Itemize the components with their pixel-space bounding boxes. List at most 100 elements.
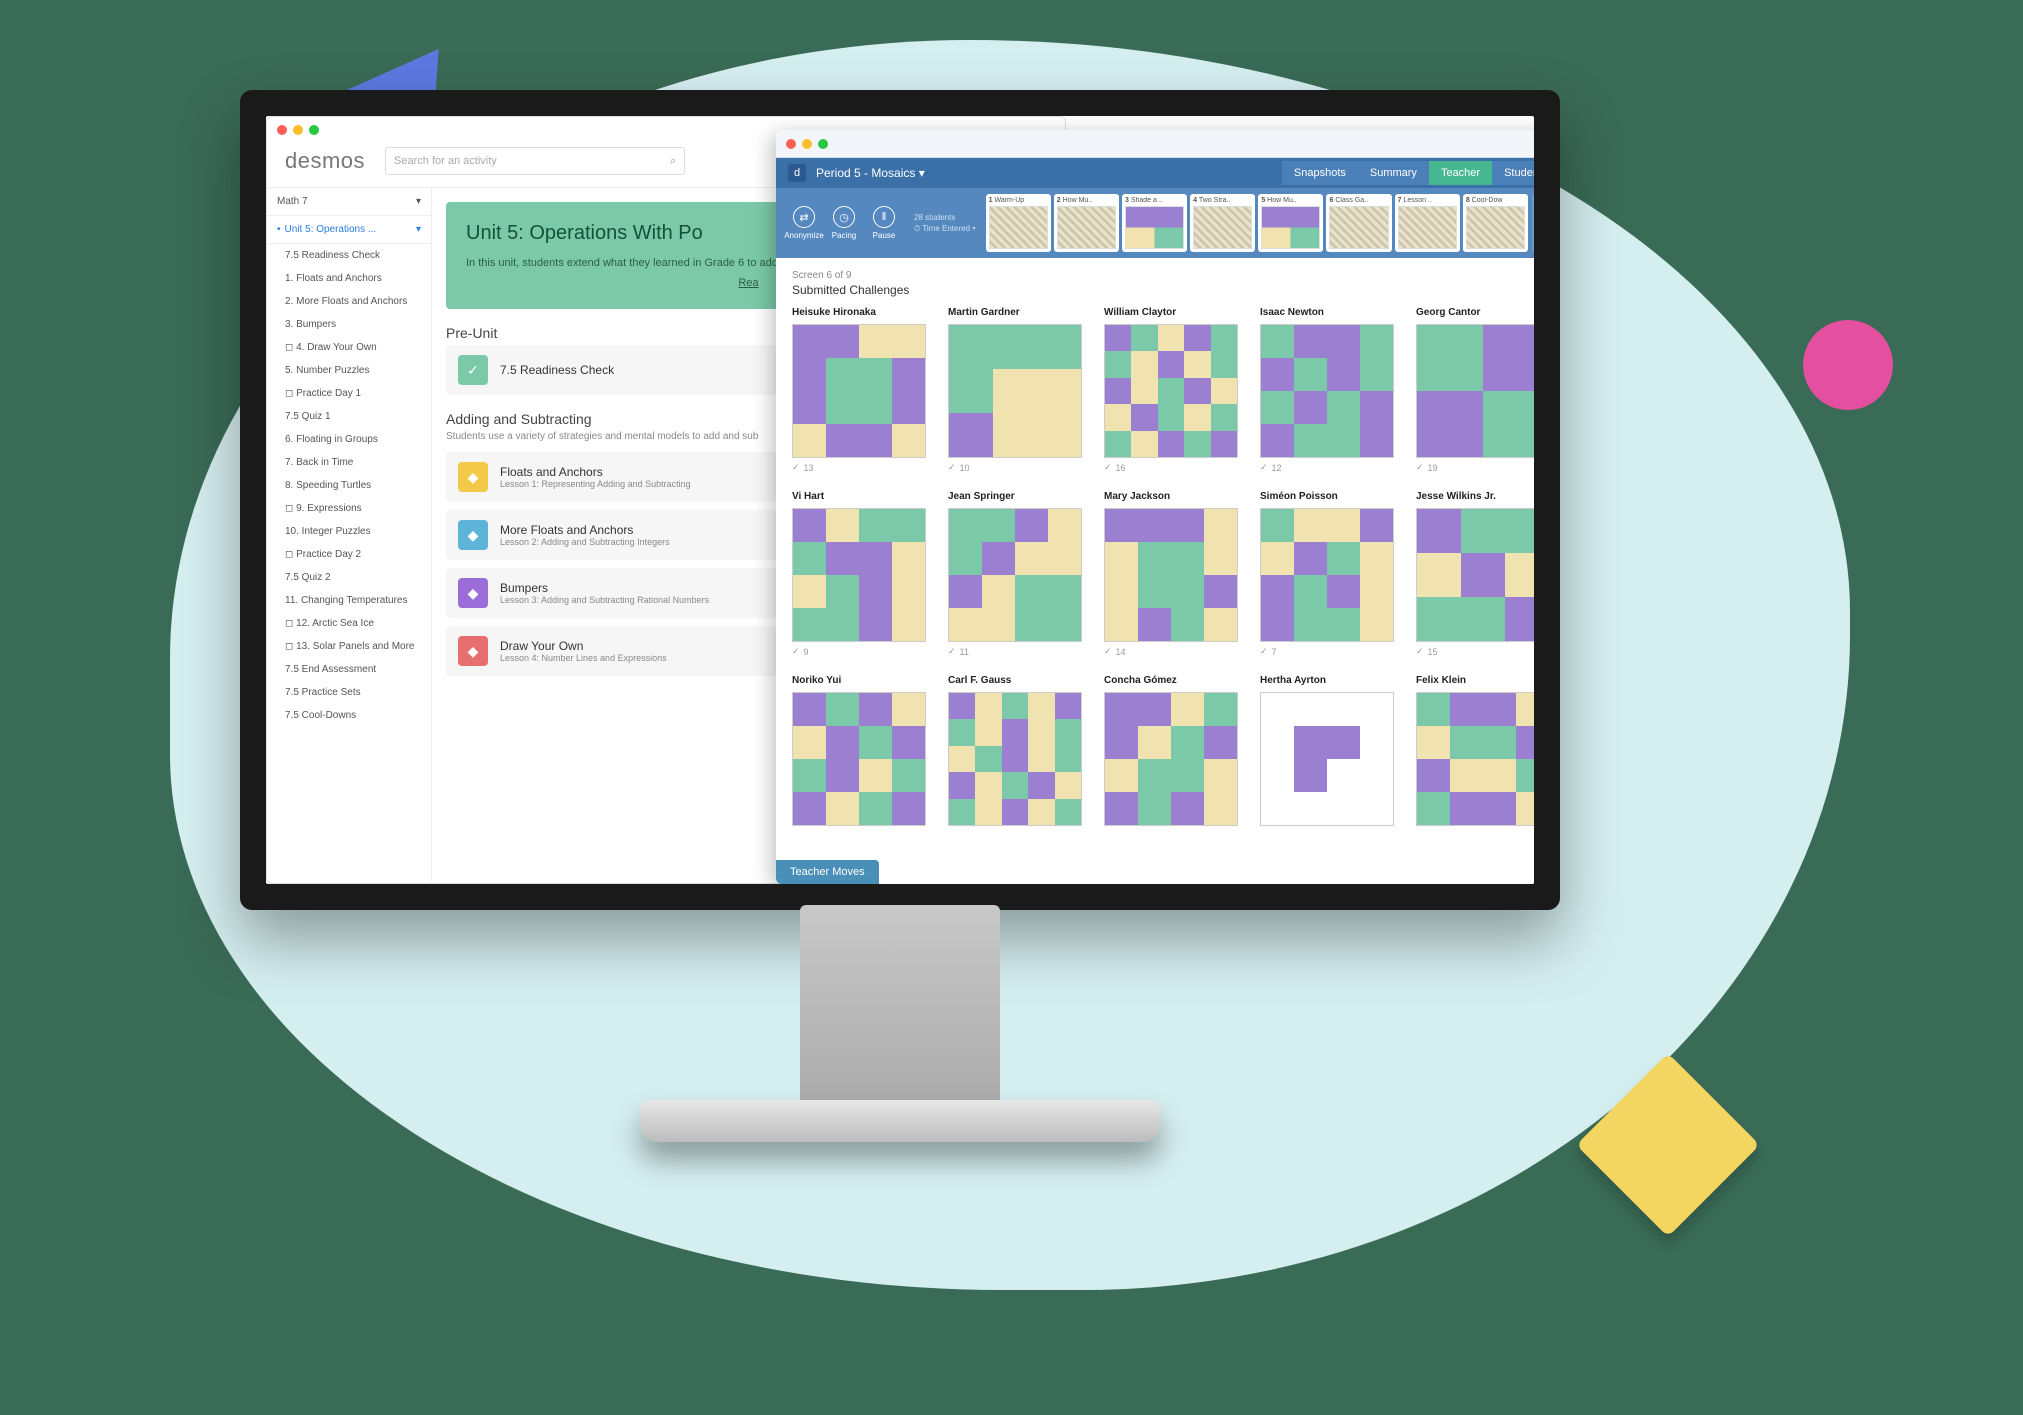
student-name: Jesse Wilkins Jr. (1416, 491, 1534, 502)
sidebar-item[interactable]: ◻ 9. Expressions (267, 497, 431, 520)
sidebar-item[interactable]: 7.5 Practice Sets (267, 681, 431, 704)
mosaic (948, 692, 1082, 826)
teacher-moves-button[interactable]: Teacher Moves (776, 860, 879, 884)
window-controls[interactable] (786, 139, 828, 149)
next-slide-button[interactable]: › (1532, 194, 1534, 252)
student-card[interactable]: Isaac Newton12 (1260, 307, 1394, 473)
submitted-heading: Submitted Challenges (792, 283, 1534, 297)
check-icon: ✓ (458, 355, 488, 385)
slide-thumb[interactable]: 5 How Mu.. (1258, 194, 1323, 252)
pause-button[interactable]: ‖Pause (864, 194, 904, 252)
view-tabs: SnapshotsSummaryTeacherStudent (1282, 161, 1534, 185)
student-card[interactable]: Georg Cantor 19 (1416, 307, 1534, 473)
sidebar-item[interactable]: ◻ 4. Draw Your Own (267, 336, 431, 359)
sidebar-item[interactable]: 6. Floating in Groups (267, 428, 431, 451)
slide-thumb[interactable]: 3 Shade a .. (1122, 194, 1187, 252)
student-card[interactable]: Vi Hart9 (792, 491, 926, 657)
student-name: Hertha Ayrton (1260, 675, 1394, 686)
student-card[interactable]: Jean Springer11 (948, 491, 1082, 657)
sidebar-item[interactable]: 7.5 Quiz 1 (267, 405, 431, 428)
slide-thumbnails: 1 Warm-Up2 How Mu..3 Shade a ..4 Two Str… (986, 194, 1528, 252)
sidebar-item[interactable]: 11. Changing Temperatures (267, 589, 431, 612)
slide-thumb[interactable]: 4 Two Stra.. (1190, 194, 1255, 252)
pacing-button[interactable]: ◷Pacing (824, 194, 864, 252)
student-name: Felix Klein (1416, 675, 1534, 686)
tab-teacher[interactable]: Teacher (1429, 161, 1492, 185)
vote-count: 19 (1416, 462, 1534, 473)
tab-student[interactable]: Student (1492, 161, 1534, 185)
sidebar-item[interactable]: ◻ 12. Arctic Sea Ice (267, 612, 431, 635)
active-unit[interactable]: Unit 5: Operations ...▾ (267, 216, 431, 244)
monitor-stand-neck (800, 905, 1000, 1125)
student-name: William Claytor (1104, 307, 1238, 318)
mosaic (1260, 324, 1394, 458)
student-card[interactable]: Carl F. Gauss (948, 675, 1082, 826)
slide-thumb[interactable]: 2 How Mu.. (1054, 194, 1119, 252)
slide-thumb[interactable]: 6 Class Ga.. (1326, 194, 1391, 252)
sidebar-item[interactable]: ◻ Practice Day 1 (267, 382, 431, 405)
student-name: Carl F. Gauss (948, 675, 1082, 686)
screen: desmos Search for an activity ⌕ Math 7▾ … (266, 116, 1534, 884)
vote-count: 7 (1260, 646, 1394, 657)
mosaic (792, 508, 926, 642)
student-card[interactable]: Siméon Poisson 7 (1260, 491, 1394, 657)
mosaic (948, 324, 1082, 458)
slide-thumb[interactable]: 8 Cool-Dow (1463, 194, 1528, 252)
class-title[interactable]: Period 5 - Mosaics ▾ (816, 166, 925, 180)
mosaic (1416, 508, 1534, 642)
anonymize-button[interactable]: ⇄Anonymize (784, 194, 824, 252)
sidebar-item[interactable]: 7.5 End Assessment (267, 658, 431, 681)
mosaic (1416, 324, 1534, 458)
vote-count: 9 (792, 646, 926, 657)
mosaic (792, 692, 926, 826)
sidebar-item[interactable]: 7. Back in Time (267, 451, 431, 474)
student-card[interactable]: Hertha Ayrton (1260, 675, 1394, 826)
sidebar-item[interactable]: 1. Floats and Anchors (267, 267, 431, 290)
course-selector[interactable]: Math 7▾ (267, 188, 431, 216)
monitor-frame: desmos Search for an activity ⌕ Math 7▾ … (240, 90, 1560, 910)
student-name: Concha Gómez (1104, 675, 1238, 686)
sidebar: Math 7▾ Unit 5: Operations ...▾ 7.5 Read… (267, 188, 432, 882)
sidebar-item[interactable]: ◻ Practice Day 2 (267, 543, 431, 566)
control-strip: ⇄Anonymize◷Pacing‖Pause 28 students ⏱ Ti… (776, 188, 1534, 258)
student-name: Georg Cantor (1416, 307, 1534, 318)
student-name: Siméon Poisson (1260, 491, 1394, 502)
student-name: Isaac Newton (1260, 307, 1394, 318)
sidebar-item[interactable]: 7.5 Quiz 2 (267, 566, 431, 589)
slide-thumb[interactable]: 7 Lesson .. (1395, 194, 1460, 252)
dashboard-header: d Period 5 - Mosaics ▾ SnapshotsSummaryT… (776, 158, 1534, 188)
vote-count: 10 (948, 462, 1082, 473)
monitor-stand-base (640, 1100, 1160, 1142)
student-card[interactable]: William Claytor 16 (1104, 307, 1238, 473)
sidebar-item[interactable]: 8. Speeding Turtles (267, 474, 431, 497)
student-card[interactable]: Jesse Wilkins Jr.15 (1416, 491, 1534, 657)
search-icon: ⌕ (670, 155, 676, 168)
student-card[interactable]: Mary Jackson14 (1104, 491, 1238, 657)
tab-snapshots[interactable]: Snapshots (1282, 161, 1358, 185)
student-card[interactable]: Concha Gómez (1104, 675, 1238, 826)
lesson-icon: ◆ (458, 578, 488, 608)
student-card[interactable]: Martin Gardner10 (948, 307, 1082, 473)
student-card[interactable]: Heisuke Hironaka13 (792, 307, 926, 473)
mosaic (1104, 324, 1238, 458)
lesson-icon: ◆ (458, 462, 488, 492)
window-controls[interactable] (277, 125, 319, 135)
sidebar-item[interactable]: 2. More Floats and Anchors (267, 290, 431, 313)
student-card[interactable]: Noriko Yui (792, 675, 926, 826)
sidebar-item[interactable]: ◻ 13. Solar Panels and More (267, 635, 431, 658)
mosaic (1260, 692, 1394, 826)
mosaic (1260, 508, 1394, 642)
tab-summary[interactable]: Summary (1358, 161, 1429, 185)
lesson-icon: ◆ (458, 636, 488, 666)
sidebar-item[interactable]: 5. Number Puzzles (267, 359, 431, 382)
search-placeholder: Search for an activity (394, 155, 497, 167)
student-card[interactable]: Felix Klein (1416, 675, 1534, 826)
student-name: Heisuke Hironaka (792, 307, 926, 318)
sidebar-item[interactable]: 3. Bumpers (267, 313, 431, 336)
sidebar-item[interactable]: 7.5 Cool-Downs (267, 704, 431, 727)
vote-count: 16 (1104, 462, 1238, 473)
sidebar-item[interactable]: 10. Integer Puzzles (267, 520, 431, 543)
sidebar-item[interactable]: 7.5 Readiness Check (267, 244, 431, 267)
slide-thumb[interactable]: 1 Warm-Up (986, 194, 1051, 252)
search-input[interactable]: Search for an activity ⌕ (385, 147, 685, 175)
